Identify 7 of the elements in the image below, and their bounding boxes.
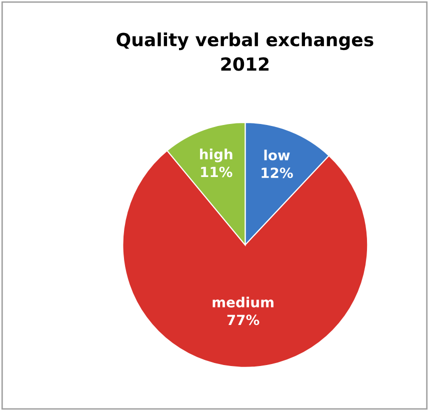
slice-label: high bbox=[200, 148, 232, 162]
data-label: 12% bbox=[262, 168, 293, 178]
chart-title: Quality verbal exchanges 2012 bbox=[116, 32, 374, 71]
slice-label: medium bbox=[212, 296, 274, 308]
slice-label: low bbox=[264, 150, 290, 160]
data-label: 77% bbox=[227, 314, 260, 326]
data-label: 11% bbox=[201, 166, 232, 178]
